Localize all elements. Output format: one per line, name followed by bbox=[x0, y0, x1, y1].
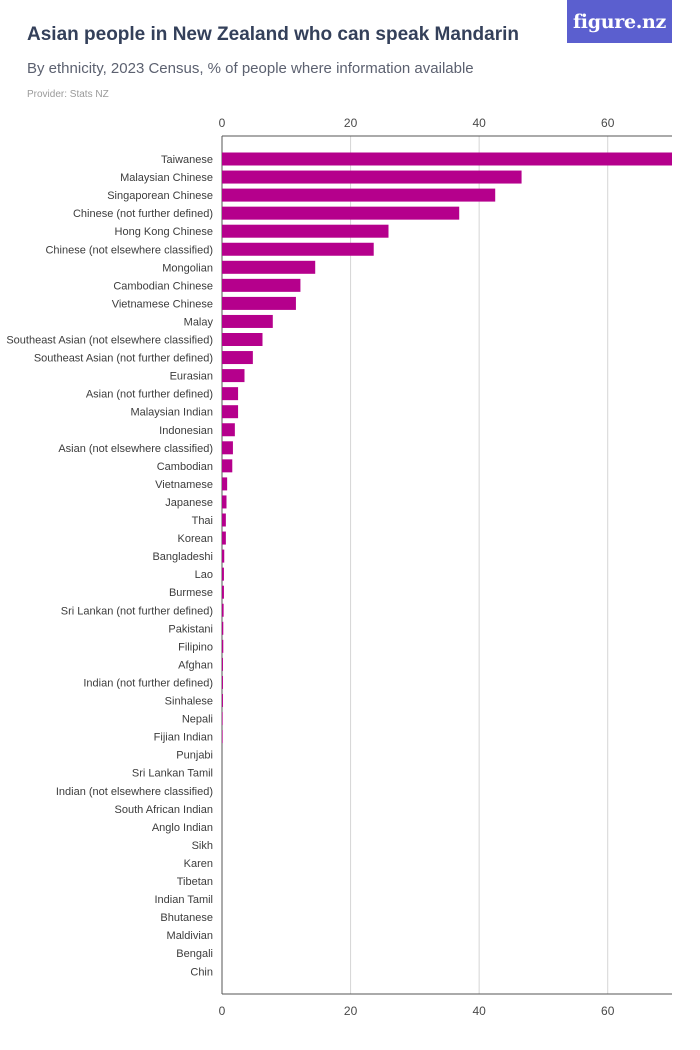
bar bbox=[222, 675, 223, 689]
bar bbox=[222, 567, 224, 581]
category-label: Malay bbox=[184, 316, 214, 328]
x-tick-label-bottom: 60 bbox=[601, 1004, 615, 1018]
bar bbox=[222, 441, 233, 455]
bar bbox=[222, 423, 235, 437]
category-label: Eurasian bbox=[170, 371, 213, 383]
category-label: Singaporean Chinese bbox=[107, 190, 213, 202]
category-label: Chin bbox=[190, 966, 213, 978]
category-label: Bangladeshi bbox=[152, 551, 213, 563]
bar bbox=[222, 333, 263, 346]
bar bbox=[222, 405, 239, 419]
bar bbox=[222, 224, 389, 238]
bar bbox=[222, 260, 316, 274]
category-label: Chinese (not elsewhere classified) bbox=[45, 244, 213, 256]
bar bbox=[222, 730, 223, 744]
category-label: Punjabi bbox=[176, 750, 213, 762]
category-label: Japanese bbox=[165, 497, 213, 509]
bar bbox=[222, 387, 239, 401]
bar bbox=[222, 206, 460, 220]
category-label: Tibetan bbox=[177, 876, 213, 888]
x-tick-label-top: 20 bbox=[344, 116, 358, 130]
category-label: Southeast Asian (not elsewhere classifie… bbox=[6, 335, 213, 347]
category-label: Pakistani bbox=[168, 623, 213, 635]
bar bbox=[222, 657, 223, 671]
category-label: Cambodian Chinese bbox=[113, 280, 213, 292]
x-tick-label-top: 60 bbox=[601, 116, 615, 130]
category-label: Korean bbox=[178, 533, 213, 545]
bar bbox=[222, 694, 223, 707]
category-label: Cambodian bbox=[157, 461, 213, 473]
x-tick-label-top: 40 bbox=[472, 116, 486, 130]
bar bbox=[222, 152, 672, 166]
bar bbox=[222, 296, 296, 310]
category-label: Chinese (not further defined) bbox=[73, 208, 213, 220]
category-label: Sri Lankan Tamil bbox=[132, 768, 213, 780]
bar bbox=[222, 351, 253, 365]
x-tick-label-bottom: 40 bbox=[472, 1004, 486, 1018]
category-label: Indian (not elsewhere classified) bbox=[56, 786, 213, 798]
category-label: Malaysian Chinese bbox=[120, 172, 213, 184]
bar bbox=[222, 369, 245, 383]
category-label: Southeast Asian (not further defined) bbox=[34, 353, 213, 365]
x-tick-label-bottom: 20 bbox=[344, 1004, 358, 1018]
provider-label: Provider: Stats NZ bbox=[27, 89, 109, 100]
category-label: Filipino bbox=[178, 641, 213, 653]
category-label: Fijian Indian bbox=[154, 732, 213, 744]
category-label: Asian (not further defined) bbox=[86, 389, 213, 401]
bar bbox=[222, 188, 496, 202]
category-label: Taiwanese bbox=[161, 154, 213, 166]
bar bbox=[222, 585, 224, 599]
category-label: Nepali bbox=[182, 714, 213, 726]
bar bbox=[222, 603, 224, 617]
bar bbox=[222, 459, 233, 473]
bar bbox=[222, 639, 224, 653]
bar bbox=[222, 170, 522, 184]
bar bbox=[222, 531, 226, 545]
category-label: Afghan bbox=[178, 659, 213, 671]
category-label: Bhutanese bbox=[160, 912, 213, 924]
bar bbox=[222, 278, 301, 292]
category-label: South African Indian bbox=[115, 804, 213, 816]
bar bbox=[222, 712, 223, 726]
category-label: Mongolian bbox=[162, 262, 213, 274]
bar bbox=[222, 314, 273, 328]
category-label: Indonesian bbox=[159, 425, 213, 437]
category-label: Sri Lankan (not further defined) bbox=[61, 605, 213, 617]
category-label: Indian (not further defined) bbox=[83, 677, 213, 689]
bar bbox=[222, 242, 374, 256]
category-label: Vietnamese bbox=[155, 479, 213, 491]
category-label: Maldivian bbox=[167, 930, 213, 942]
figure-nz-logo[interactable]: figure.nz bbox=[567, 0, 672, 43]
category-label: Indian Tamil bbox=[155, 894, 214, 906]
category-label: Hong Kong Chinese bbox=[115, 226, 213, 238]
bar bbox=[222, 513, 226, 527]
category-label: Burmese bbox=[169, 587, 213, 599]
bar bbox=[222, 621, 224, 635]
category-label: Malaysian Indian bbox=[130, 407, 213, 419]
category-label: Thai bbox=[192, 515, 213, 527]
bar bbox=[222, 495, 227, 509]
category-label: Bengali bbox=[176, 948, 213, 960]
x-tick-label-bottom: 0 bbox=[219, 1004, 226, 1018]
bar bbox=[222, 549, 225, 563]
category-label: Sikh bbox=[192, 840, 213, 852]
category-label: Karen bbox=[184, 858, 213, 870]
category-label: Vietnamese Chinese bbox=[112, 298, 213, 310]
category-label: Anglo Indian bbox=[152, 822, 213, 834]
category-label: Asian (not elsewhere classified) bbox=[58, 443, 213, 455]
category-label: Lao bbox=[195, 569, 213, 581]
chart-title: Asian people in New Zealand who can spea… bbox=[27, 24, 520, 45]
bar bbox=[222, 477, 228, 491]
x-tick-label-top: 0 bbox=[219, 116, 226, 130]
category-label: Sinhalese bbox=[165, 696, 213, 708]
chart-subtitle: By ethnicity, 2023 Census, % of people w… bbox=[27, 60, 474, 77]
